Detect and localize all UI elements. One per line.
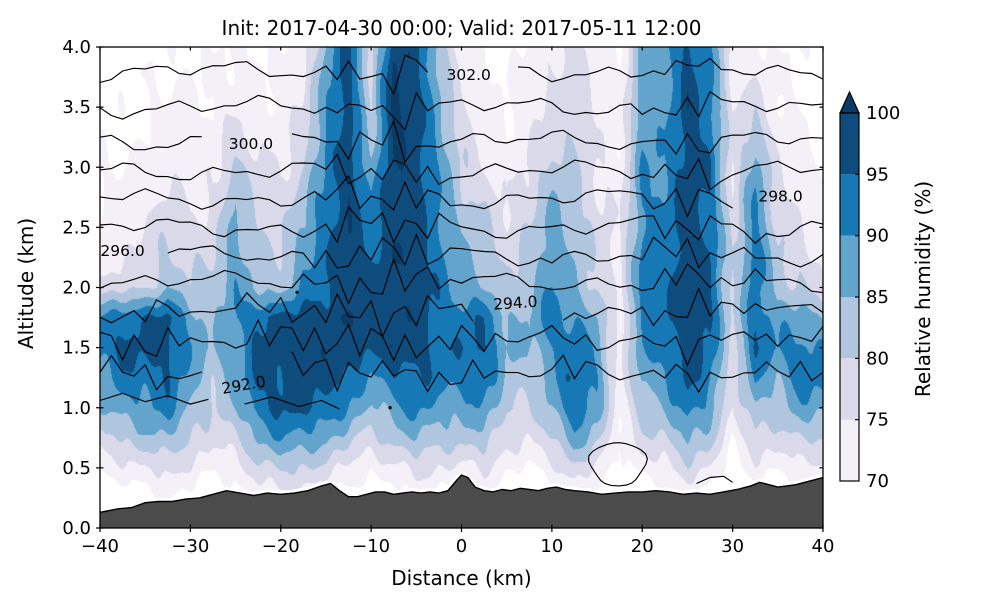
y-tick-label: 0.0	[62, 518, 91, 539]
colorbar-band	[840, 235, 859, 297]
x-tick-label: −20	[262, 536, 300, 557]
x-tick-label: 0	[456, 536, 467, 557]
x-axis-label: Distance (km)	[391, 566, 532, 590]
x-tick-label: 10	[540, 536, 563, 557]
theta-contour-segment	[696, 475, 733, 485]
x-tick-label: 40	[812, 536, 835, 557]
colorbar-tick-label: 75	[866, 410, 889, 431]
colorbar-label: Relative humidity (%)	[911, 180, 935, 398]
theta-contour-dot	[388, 406, 392, 410]
theta-contour-line	[100, 176, 823, 217]
x-tick-label: −30	[171, 536, 209, 557]
theta-contour-label: 294.0	[493, 293, 539, 314]
colorbar-band	[840, 174, 859, 236]
theta-contour-loop	[588, 442, 649, 487]
x-tick-label: 20	[631, 536, 654, 557]
theta-contour-line	[100, 119, 823, 164]
theta-contour-line	[100, 351, 823, 394]
colorbar-tick-label: 70	[866, 471, 889, 492]
theta-contour-dot	[295, 290, 299, 294]
y-tick-label: 2.0	[62, 278, 91, 299]
y-tick-label: 3.0	[62, 157, 91, 178]
theta-contour-label: 300.0	[229, 135, 273, 153]
theta-contour-label: 298.0	[758, 187, 802, 205]
colorbar-tick-label: 95	[866, 164, 889, 185]
theta-contour-line	[100, 205, 823, 244]
rh-contour-field	[100, 47, 823, 528]
theta-contour-label: 292.0	[220, 372, 267, 397]
y-tick-label: 3.5	[62, 97, 91, 118]
theta-contour-line	[100, 54, 823, 96]
theta-contour-line	[100, 318, 823, 367]
plot-title: Init: 2017-04-30 00:00; Valid: 2017-05-1…	[221, 16, 702, 40]
y-tick-label: 1.5	[62, 338, 91, 359]
y-axis-label: Altitude (km)	[14, 217, 38, 349]
terrain-white-gap	[100, 471, 823, 512]
theta-contour-line	[100, 287, 823, 339]
axes-frame	[99, 46, 824, 529]
theta-contour-line	[100, 153, 823, 191]
x-tick-label: −10	[352, 536, 390, 557]
colorbar-tick-label: 100	[866, 103, 900, 124]
colorbar-tick-label: 80	[866, 348, 889, 369]
colorbar-band	[840, 419, 859, 481]
theta-contour-line	[100, 257, 823, 306]
terrain-outline	[100, 474, 823, 514]
colorbar-band	[840, 113, 859, 175]
terrain-fill	[100, 475, 823, 528]
y-tick-label: 2.5	[62, 217, 91, 238]
theta-contour-label: 302.0	[447, 66, 491, 84]
y-tick-label: 4.0	[62, 37, 91, 58]
x-tick-label: −40	[81, 536, 119, 557]
y-tick-label: 0.5	[62, 458, 91, 479]
theta-contour-line	[167, 233, 823, 269]
plot-clip-group: 302.0 300.0 298.0 296.0 294.0 292.0	[100, 54, 823, 528]
colorbar-extend-arrow	[839, 90, 860, 114]
colorbar-tick-label: 90	[866, 226, 889, 247]
colorbar-band	[840, 358, 859, 420]
theta-contour-label: 296.0	[100, 242, 144, 260]
y-tick-label: 1.0	[62, 398, 91, 419]
colorbar-band	[840, 297, 859, 359]
theta-contour-segment	[244, 396, 340, 410]
colorbar-tick-label: 85	[866, 287, 889, 308]
theta-contour-line	[100, 90, 823, 131]
x-tick-label: 30	[721, 536, 744, 557]
theta-contour-segment	[100, 392, 209, 405]
